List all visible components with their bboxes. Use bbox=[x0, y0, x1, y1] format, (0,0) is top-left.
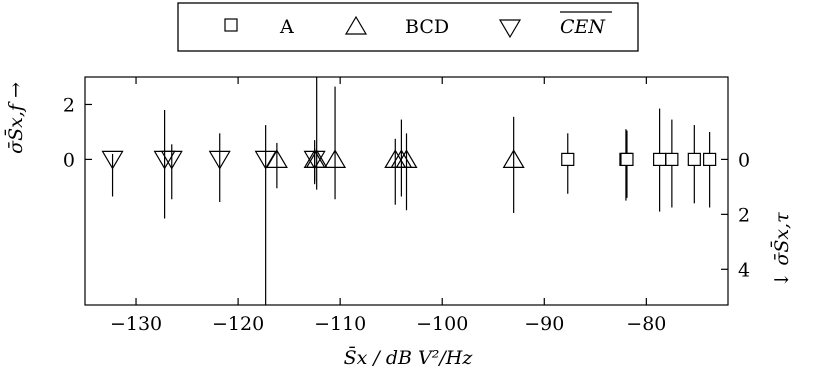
legend-label-bcd: BCD bbox=[405, 16, 449, 38]
ticks: −130 −120 −110 −100 −90 −80 2 0 0 2 4 bbox=[63, 77, 750, 335]
x-axis-label-text: S̄x / dB V²/Hz bbox=[344, 346, 474, 369]
data-point-square bbox=[653, 152, 667, 167]
y-axis-right-label: ↓ σ̄S̄x,τ bbox=[770, 212, 793, 288]
legend: A BCD CEN bbox=[177, 2, 639, 52]
x-tick-label: −90 bbox=[524, 313, 564, 335]
data-point-square bbox=[665, 152, 679, 167]
y-axis-left-label-text: σ̄S̄x,f → bbox=[4, 82, 27, 154]
data-point-triangle-up bbox=[502, 149, 525, 169]
legend-frame bbox=[177, 2, 639, 52]
series-cen bbox=[101, 109, 326, 305]
series-a bbox=[561, 108, 717, 212]
legend-marker-triangle-down bbox=[498, 19, 522, 39]
legend-marker-triangle-up bbox=[344, 15, 368, 35]
x-tick-label: −110 bbox=[314, 313, 366, 335]
data-point-square bbox=[561, 152, 575, 167]
data-point-triangle-up bbox=[324, 149, 347, 169]
y-right-tick-label: 4 bbox=[738, 259, 750, 281]
legend-label-cen: CEN bbox=[560, 16, 606, 38]
y-left-tick-label: 0 bbox=[63, 149, 75, 171]
data-point-triangle-down bbox=[101, 150, 124, 170]
legend-marker-square bbox=[224, 18, 238, 32]
legend-label-a: A bbox=[279, 16, 294, 38]
data-point-triangle-up bbox=[305, 149, 328, 169]
plot-frame bbox=[84, 76, 729, 306]
data-point-triangle-down bbox=[254, 150, 277, 170]
data-point-square bbox=[703, 152, 717, 167]
x-tick-label: −130 bbox=[110, 313, 162, 335]
y-right-tick-label: 0 bbox=[738, 149, 750, 171]
data-point-square bbox=[687, 152, 701, 167]
x-tick-label: −120 bbox=[212, 313, 264, 335]
y-left-tick-label: 2 bbox=[63, 94, 75, 116]
data-point-triangle-down bbox=[160, 150, 183, 170]
data-point-triangle-down bbox=[208, 150, 231, 170]
x-tick-label: −100 bbox=[416, 313, 468, 335]
y-axis-right-label-text: ↓ σ̄S̄x,τ bbox=[770, 212, 793, 288]
data-point-triangle-up bbox=[395, 149, 418, 169]
series-bcd bbox=[265, 77, 525, 213]
x-tick-label: −80 bbox=[626, 313, 666, 335]
y-axis-left-label: σ̄S̄x,f → bbox=[4, 82, 27, 154]
x-axis-label: S̄x / dB V²/Hz bbox=[344, 346, 474, 369]
data-point-square bbox=[620, 152, 634, 167]
data-point-triangle-down bbox=[303, 150, 326, 170]
y-right-tick-label: 2 bbox=[738, 204, 750, 226]
data-marks bbox=[101, 77, 717, 305]
